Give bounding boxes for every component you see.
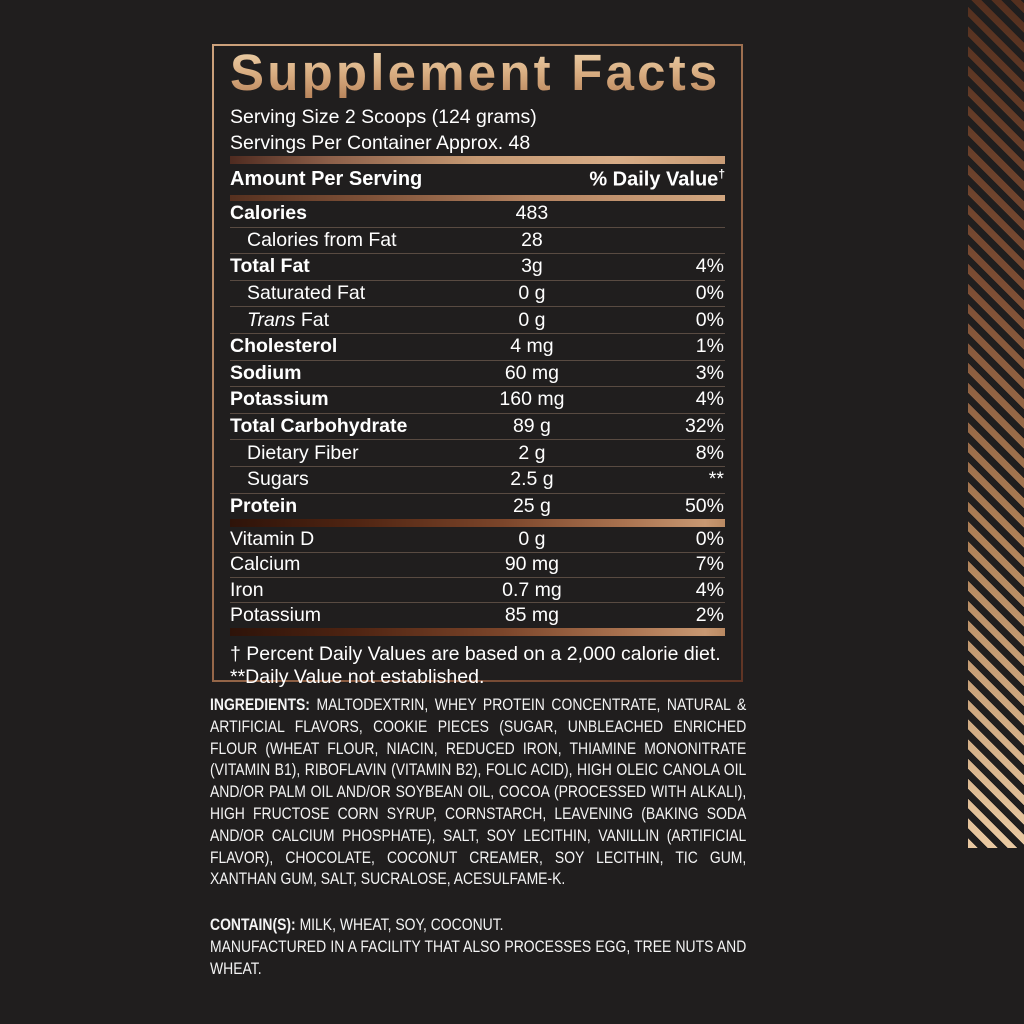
nutrient-amount: 60 mg: [504, 361, 560, 384]
vitamin-mineral-table: Vitamin D 0 g 0% Calcium 90 mg 7% Iron 0.7 mg 4%…: [230, 527, 725, 628]
nutrient-daily-value: 8%: [695, 441, 724, 464]
nutrient-amount: 85 mg: [504, 603, 560, 626]
panel-title: Supplement Facts: [230, 47, 725, 98]
nutrient-label: Sodium: [230, 361, 302, 384]
table-row: Calcium 90 mg 7%: [230, 553, 725, 578]
table-row: Potassium 160 mg 4%: [230, 387, 725, 414]
nutrient-amount: 0.7 mg: [502, 578, 562, 601]
contains-line: CONTAIN(S): MILK, WHEAT, SOY, COCONUT.: [210, 915, 504, 934]
nutrient-label: Protein: [230, 494, 298, 517]
table-row: Sodium 60 mg 3%: [230, 361, 725, 388]
nutrient-daily-value: 50%: [684, 494, 724, 517]
nutrient-label: Potassium: [230, 388, 329, 411]
table-row: Trans Fat 0 g 0%: [230, 307, 725, 334]
table-row: Vitamin D 0 g 0%: [230, 527, 725, 553]
divider-bar-bottom: [230, 627, 725, 636]
nutrient-amount: 25 g: [512, 494, 551, 517]
table-row: Calories from Fat 28: [230, 228, 725, 255]
nutrient-daily-value: 4%: [695, 388, 724, 411]
nutrient-daily-value: 32%: [684, 415, 724, 438]
table-row: Sugars 2.5 g **: [230, 467, 725, 494]
nutrient-amount: 2 g: [518, 441, 546, 464]
serving-size-text: Serving Size 2 Scoops (124 grams): [230, 106, 537, 128]
amount-per-serving-label: Amount Per Serving: [230, 168, 423, 190]
nutrient-amount: 90 mg: [504, 553, 560, 576]
nutrient-label: Sugars: [247, 468, 309, 491]
nutrient-amount: 28: [521, 228, 543, 251]
table-header-row: Amount Per Serving % Daily Value†: [230, 164, 725, 195]
table-row: Iron 0.7 mg 4%: [230, 578, 725, 604]
nutrient-label: Calories: [230, 202, 307, 225]
nutrient-label: Trans Fat: [247, 308, 329, 331]
servings-per-container-text: Servings Per Container Approx. 48: [230, 132, 531, 154]
ingredients-label: INGREDIENTS:: [210, 695, 310, 714]
diagonal-stripes-decoration: [968, 0, 1024, 848]
nutrient-daily-value: 4%: [695, 255, 724, 278]
nutrient-amount: 483: [515, 202, 549, 225]
ingredients-text: MALTODEXTRIN, WHEY PROTEIN CONCENTRATE, …: [210, 695, 747, 889]
nutrient-amount: 4 mg: [510, 335, 554, 358]
nutrient-amount: 2.5 g: [510, 468, 554, 491]
nutrient-label: Calories from Fat: [247, 228, 397, 251]
manufactured-text: MANUFACTURED IN A FACILITY THAT ALSO PRO…: [210, 936, 747, 978]
supplement-facts-panel: Supplement Facts Serving Size 2 Scoops (…: [212, 44, 743, 688]
nutrient-daily-value: 0%: [695, 527, 724, 550]
nutrient-daily-value: 0%: [695, 308, 724, 331]
contains-label: CONTAIN(S):: [210, 915, 296, 934]
table-row: Total Carbohydrate 89 g 32%: [230, 414, 725, 441]
divider-bar-header: [230, 195, 725, 201]
nutrient-amount: 160 mg: [499, 388, 565, 411]
table-row: Calories 483: [230, 201, 725, 228]
nutrient-label: Iron: [230, 578, 264, 601]
nutrient-amount: 0 g: [518, 527, 546, 550]
nutrient-label: Dietary Fiber: [247, 441, 359, 464]
table-row: Cholesterol 4 mg 1%: [230, 334, 725, 361]
ingredients-paragraph: INGREDIENTS: MALTODEXTRIN, WHEY PROTEIN …: [210, 694, 746, 890]
nutrient-daily-value: 7%: [695, 553, 724, 576]
contains-text: MILK, WHEAT, SOY, COCONUT.: [299, 915, 504, 934]
nutrient-amount: 0 g: [518, 282, 546, 305]
nutrient-label: Cholesterol: [230, 335, 338, 358]
divider-bar-protein: [230, 519, 725, 528]
divider-bar-top: [230, 156, 725, 164]
nutrient-amount: 0 g: [518, 308, 546, 331]
footnotes: † Percent Daily Values are based on a 2,…: [230, 643, 725, 689]
table-row: Saturated Fat 0 g 0%: [230, 281, 725, 308]
table-row: Protein 25 g 50%: [230, 494, 725, 520]
nutrient-table: Calories 483 Calories from Fat 28 Total Fat 3…: [230, 201, 725, 519]
nutrient-label: Total Fat: [230, 255, 310, 278]
nutrient-daily-value: 0%: [695, 282, 724, 305]
table-row: Dietary Fiber 2 g 8%: [230, 440, 725, 467]
nutrient-daily-value: **: [708, 468, 724, 491]
nutrient-daily-value: 3%: [695, 361, 724, 384]
nutrient-amount: 89 g: [512, 415, 551, 438]
footnote-not-established: **Daily Value not established.: [230, 665, 485, 688]
nutrient-label: Calcium: [230, 553, 301, 576]
nutrient-label: Total Carbohydrate: [230, 415, 408, 438]
nutrient-label: Vitamin D: [230, 527, 315, 550]
nutrient-label: Saturated Fat: [247, 282, 366, 305]
nutrient-daily-value: 2%: [695, 603, 724, 626]
nutrient-amount: 3g: [521, 255, 543, 278]
allergen-paragraph: CONTAIN(S): MILK, WHEAT, SOY, COCONUT. M…: [210, 914, 746, 979]
table-row: Potassium 85 mg 2%: [230, 603, 725, 627]
table-row: Total Fat 3g 4%: [230, 254, 725, 281]
nutrient-daily-value: 4%: [695, 578, 724, 601]
daily-value-label: % Daily Value†: [589, 167, 725, 191]
nutrient-label: Potassium: [230, 603, 322, 626]
nutrient-daily-value: 1%: [695, 335, 724, 358]
dagger-symbol: †: [718, 167, 725, 182]
footnote-daily-values: † Percent Daily Values are based on a 2,…: [230, 642, 721, 665]
